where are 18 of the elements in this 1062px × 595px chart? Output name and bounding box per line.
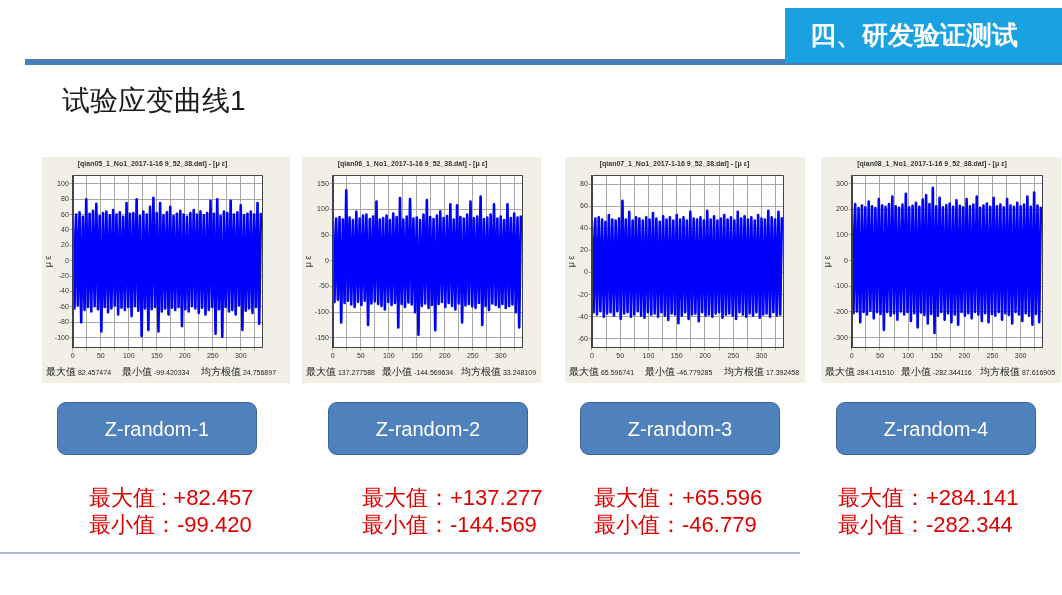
text: 最大值：+137.277 bbox=[362, 485, 543, 511]
y-axis-title: μ ε bbox=[565, 255, 576, 268]
text: 最小值：-99.420 bbox=[89, 512, 252, 538]
text: Z-random-3 bbox=[627, 417, 733, 441]
text: 最小值：-282.344 bbox=[838, 512, 1013, 538]
y-axis-title: μ ε bbox=[302, 255, 313, 268]
text: Z-random-4 bbox=[883, 417, 989, 441]
text: 最小值：-46.779 bbox=[594, 512, 757, 538]
y-axis-title: μ ε bbox=[42, 255, 53, 268]
text: 最大值：+284.141 bbox=[838, 485, 1019, 511]
text: 最大值 : +82.457 bbox=[89, 485, 254, 511]
text: 最小值：-144.569 bbox=[362, 512, 537, 538]
text: 最大值：+65.596 bbox=[594, 485, 763, 511]
text: Z-random-2 bbox=[375, 417, 481, 441]
text: 试验应变曲线1 bbox=[62, 84, 246, 118]
text: Z-random-1 bbox=[104, 417, 210, 441]
text: 四、研发验证测试 bbox=[810, 19, 1018, 51]
y-axis-title: μ ε bbox=[821, 255, 832, 268]
